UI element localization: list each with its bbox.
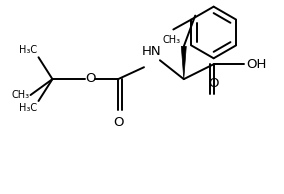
Text: CH₃: CH₃ <box>11 90 30 100</box>
Text: H₃C: H₃C <box>19 45 37 55</box>
Text: HN: HN <box>142 45 162 58</box>
Text: CH₃: CH₃ <box>162 36 180 45</box>
Polygon shape <box>181 46 186 79</box>
Text: O: O <box>113 116 123 129</box>
Text: O: O <box>208 77 219 90</box>
Text: H₃C: H₃C <box>19 103 37 113</box>
Text: OH: OH <box>247 58 267 71</box>
Text: O: O <box>85 72 95 85</box>
